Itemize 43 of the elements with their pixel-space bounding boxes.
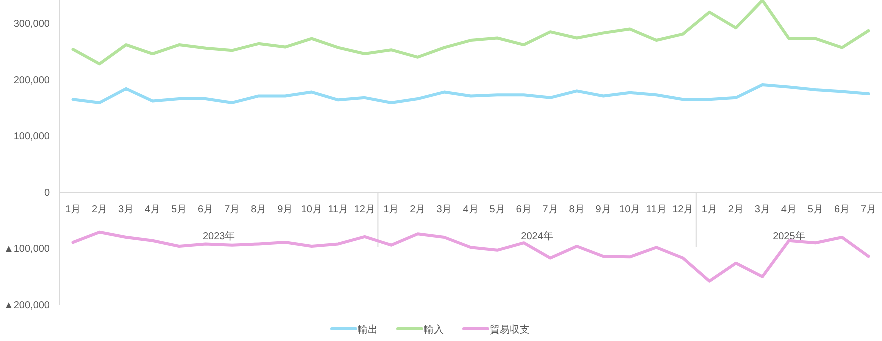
x-tick-label: 11月 bbox=[646, 204, 667, 216]
x-tick-label: 11月 bbox=[328, 204, 349, 216]
x-tick-label: 1月 bbox=[702, 204, 718, 216]
annotation: 2023年 bbox=[202, 230, 236, 242]
x-tick-label: 6月 bbox=[834, 204, 850, 216]
x-tick-label: 8月 bbox=[569, 204, 585, 216]
x-tick-label: 10月 bbox=[620, 204, 641, 216]
x-tick-label: 5月 bbox=[490, 204, 506, 216]
x-tick-label: 1月 bbox=[384, 204, 400, 216]
x-tick-label: 7月 bbox=[542, 204, 558, 216]
x-tick-label: 12月 bbox=[672, 204, 694, 216]
x-tick-label: 10月 bbox=[301, 204, 322, 216]
x-tick-label: 3月 bbox=[436, 204, 452, 216]
x-tick-label: 6月 bbox=[198, 204, 214, 216]
annotation: 2024年 bbox=[521, 230, 554, 242]
y-tick-label: 200,000 bbox=[14, 75, 50, 86]
annotation: 2025年 bbox=[773, 230, 806, 242]
x-tick-label: 4月 bbox=[463, 204, 479, 216]
y-tick-label: ▲200,000 bbox=[4, 300, 50, 312]
x-tick-label: 4月 bbox=[781, 204, 797, 216]
x-tick-label: 3月 bbox=[754, 204, 770, 216]
y-tick-label: ▲100,000 bbox=[4, 244, 50, 256]
x-tick-label: 7月 bbox=[224, 204, 240, 216]
x-tick-label: 5月 bbox=[808, 204, 824, 216]
x-tick-label: 12月 bbox=[354, 204, 376, 216]
x-tick-label: 5月 bbox=[172, 204, 188, 216]
legend-label: 貿易収支 bbox=[490, 324, 530, 336]
x-tick-label: 2月 bbox=[410, 204, 426, 216]
x-tick-label: 3月 bbox=[118, 204, 134, 216]
x-tick-label: 2月 bbox=[728, 204, 744, 216]
x-tick-label: 7月 bbox=[860, 204, 877, 216]
x-tick-label: 4月 bbox=[145, 204, 161, 216]
x-tick-label: 6月 bbox=[516, 204, 532, 216]
legend-label: 輸出 bbox=[358, 324, 378, 336]
y-tick-label: 300,000 bbox=[14, 19, 50, 30]
x-tick-label: 2月 bbox=[92, 204, 108, 216]
y-tick-label: 0 bbox=[44, 188, 50, 199]
x-tick-label: 9月 bbox=[278, 204, 294, 216]
x-tick-label: 9月 bbox=[596, 204, 612, 216]
x-tick-label: 1月 bbox=[65, 204, 82, 216]
x-tick-label: 8月 bbox=[251, 204, 267, 216]
legend-label: 輸入 bbox=[424, 324, 444, 336]
y-tick-label: 100,000 bbox=[14, 132, 50, 143]
